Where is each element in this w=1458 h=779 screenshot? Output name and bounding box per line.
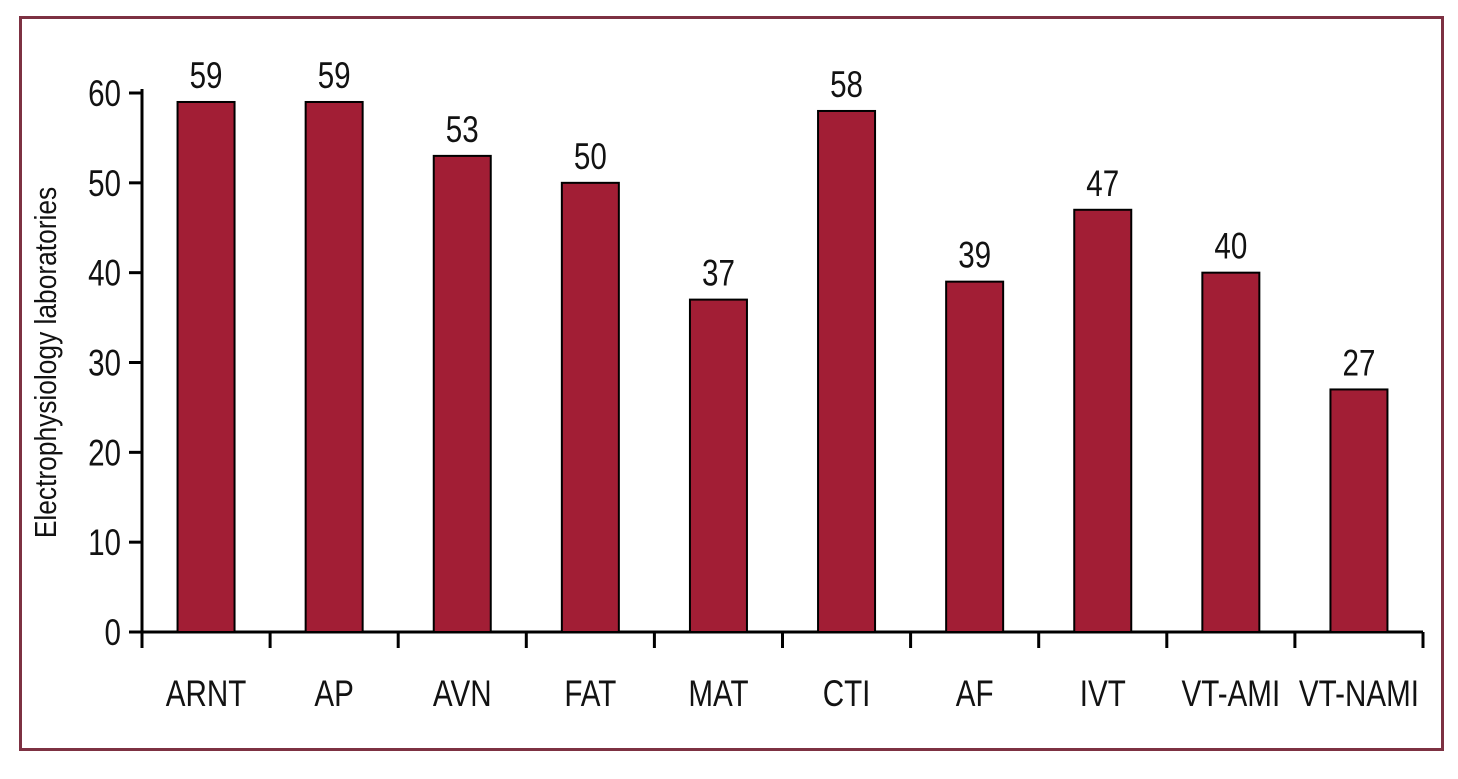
bar	[560, 181, 620, 633]
y-axis-tick-label: 40	[88, 254, 121, 295]
y-axis-title: Electrophysiology laboratories	[29, 187, 63, 538]
bar	[945, 280, 1005, 633]
bar-value-label: 58	[830, 65, 863, 106]
bar	[432, 154, 492, 633]
x-axis-category-label: ARNT	[166, 674, 247, 715]
bar-value-label: 47	[1086, 164, 1119, 205]
x-axis-category-label: AF	[956, 674, 994, 715]
bar	[817, 109, 877, 633]
x-axis-category-label: FAT	[564, 674, 616, 715]
x-axis-category-label: AP	[314, 674, 353, 715]
bar-value-label: 39	[958, 236, 991, 277]
x-axis-category-label: AVN	[433, 674, 492, 715]
y-axis-tick-label: 20	[88, 433, 121, 474]
x-axis-category-label: MAT	[688, 674, 748, 715]
y-axis-tick-label: 60	[88, 74, 121, 115]
bar	[1073, 208, 1133, 634]
bar	[176, 100, 236, 633]
bar	[688, 298, 748, 633]
x-axis-category-label: CTI	[823, 674, 871, 715]
bar	[1329, 388, 1389, 634]
bar-value-label: 59	[190, 56, 223, 97]
bar-value-label: 40	[1214, 227, 1247, 268]
x-axis-category-label: VT-NAMI	[1299, 674, 1419, 715]
bar-value-label: 53	[446, 110, 479, 151]
bar	[304, 100, 364, 633]
y-axis-tick-label: 30	[88, 343, 121, 384]
x-axis-category-label: IVT	[1080, 674, 1126, 715]
bar-value-label: 50	[574, 137, 607, 178]
y-axis-tick-label: 50	[88, 164, 121, 205]
bar-value-label: 59	[318, 56, 351, 97]
bar-value-label: 37	[702, 254, 735, 295]
figure-frame	[19, 16, 1444, 751]
bar-value-label: 27	[1342, 343, 1375, 384]
x-axis-category-label: VT-AMI	[1182, 674, 1281, 715]
y-axis-tick-label: 0	[105, 613, 121, 654]
y-axis-tick-label: 10	[88, 523, 121, 564]
bar	[1201, 271, 1261, 633]
